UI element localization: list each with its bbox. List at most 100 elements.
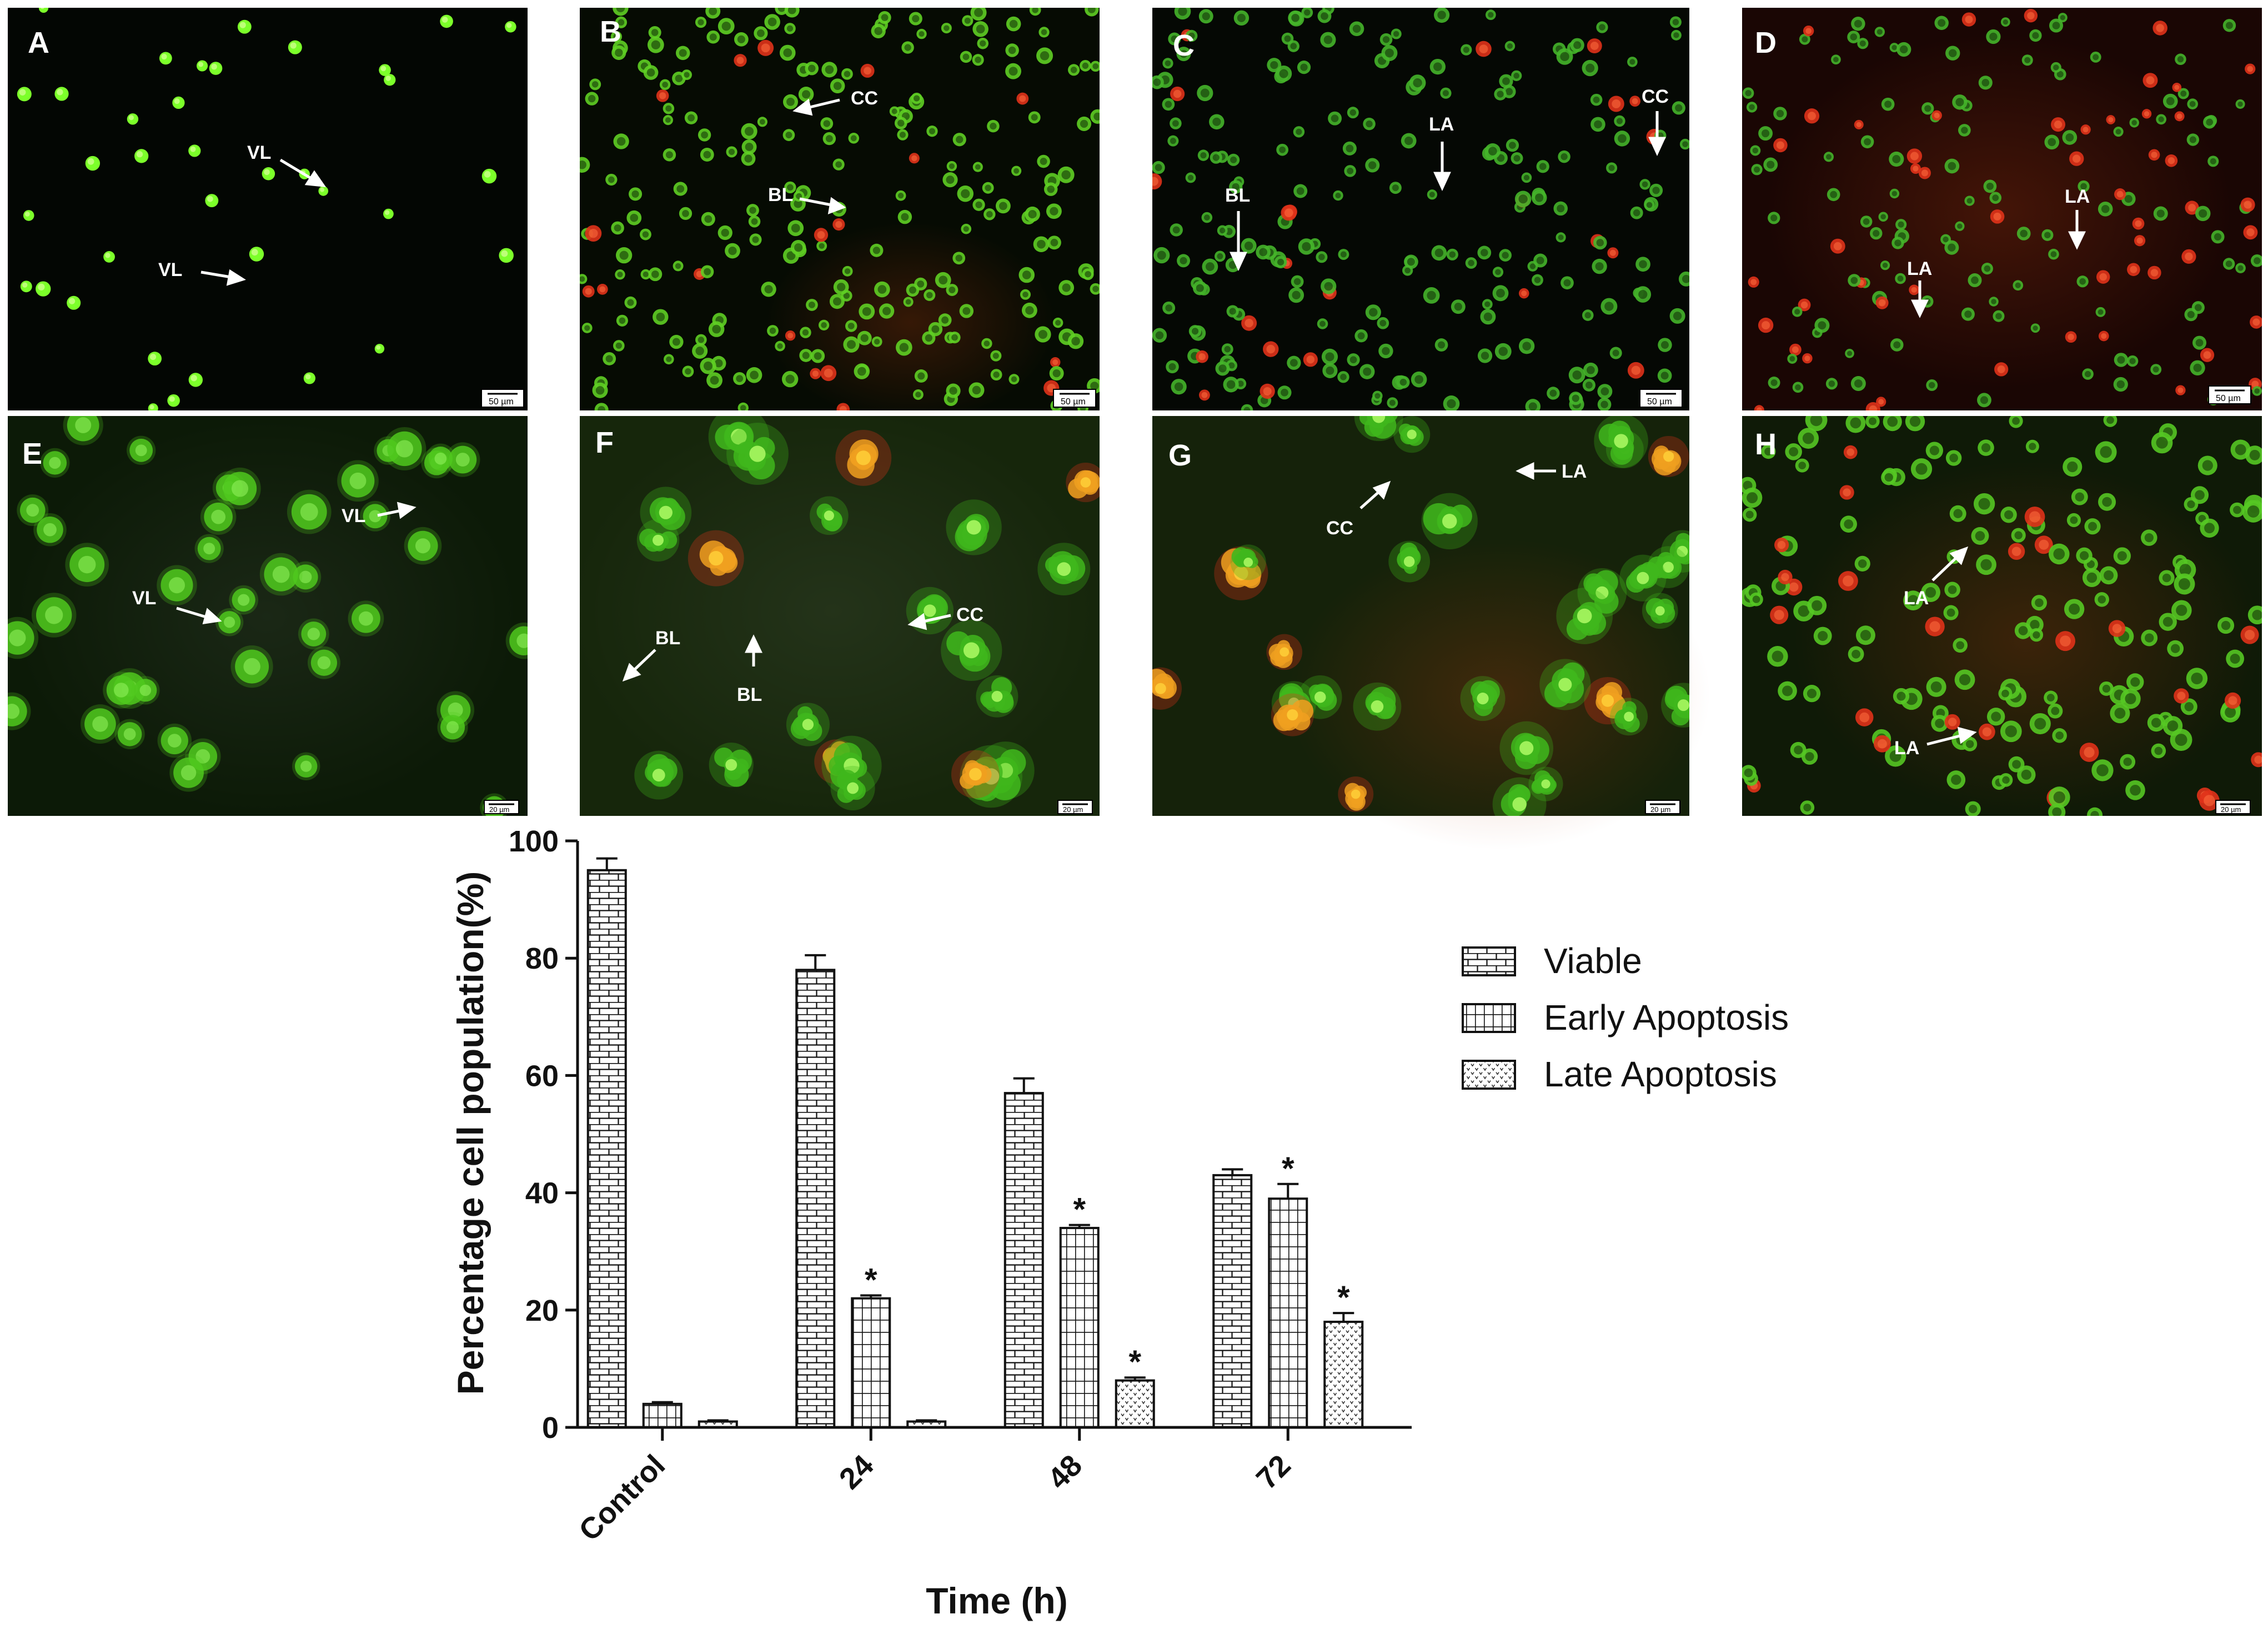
cell xyxy=(1365,158,1380,173)
cell xyxy=(148,403,158,410)
cell xyxy=(1397,375,1410,389)
cell xyxy=(2048,248,2059,260)
cell xyxy=(1971,527,1989,545)
cell xyxy=(2069,151,2084,166)
cell xyxy=(1754,405,1764,410)
cell xyxy=(700,148,714,162)
cell xyxy=(941,619,1002,681)
cell xyxy=(2199,790,2220,811)
cell xyxy=(1263,341,1279,357)
cell xyxy=(1973,493,1995,515)
cell xyxy=(1839,485,1854,500)
cell xyxy=(2078,180,2090,193)
cell xyxy=(611,45,626,60)
cell xyxy=(8,616,39,659)
cell xyxy=(1878,212,1888,222)
cell xyxy=(1750,145,1761,156)
cell xyxy=(909,153,920,164)
cell xyxy=(871,23,886,39)
cell xyxy=(36,281,51,297)
annotation-label: CC xyxy=(1642,86,1669,107)
cell xyxy=(610,31,623,43)
cell xyxy=(1241,404,1253,410)
cell xyxy=(1499,249,1512,262)
cell xyxy=(2250,315,2262,329)
cell xyxy=(2126,355,2139,367)
cell xyxy=(2129,118,2139,128)
cell xyxy=(1317,318,1328,329)
cell xyxy=(2050,62,2061,73)
cell xyxy=(605,173,618,186)
cell xyxy=(1672,101,1685,115)
cell xyxy=(580,157,590,173)
cell xyxy=(2159,570,2175,586)
significance-marker: * xyxy=(865,1262,877,1298)
cell xyxy=(229,585,259,615)
cell xyxy=(337,460,379,502)
cell xyxy=(1177,254,1191,268)
cell xyxy=(656,89,669,102)
cell xyxy=(615,247,633,264)
cell xyxy=(1748,276,1759,288)
cell xyxy=(798,87,814,102)
cell xyxy=(1047,235,1061,250)
cell xyxy=(23,210,34,221)
annotation-label: CC xyxy=(851,88,878,109)
cell xyxy=(1033,236,1050,253)
cell xyxy=(1931,715,1948,732)
cell xyxy=(1804,108,1820,124)
cell xyxy=(1035,326,1051,343)
cell xyxy=(1067,333,1084,349)
cell xyxy=(613,8,629,16)
cell xyxy=(874,281,890,298)
cell xyxy=(307,646,340,679)
cell xyxy=(688,530,744,587)
cell xyxy=(1359,364,1375,379)
cell xyxy=(782,94,799,109)
cell xyxy=(2095,307,2106,317)
cell xyxy=(761,282,776,297)
cell xyxy=(734,32,749,47)
cell xyxy=(1855,708,1874,726)
cell xyxy=(942,172,958,188)
cell xyxy=(1847,31,1860,44)
cell xyxy=(1889,151,1904,167)
x-tick-label: 24 xyxy=(833,1448,880,1496)
cell xyxy=(1785,578,1803,596)
error-bar xyxy=(1222,1168,1243,1175)
legend-swatch xyxy=(1462,946,1516,976)
cell xyxy=(1851,16,1865,31)
cell xyxy=(1830,238,1845,254)
cell xyxy=(903,297,914,307)
cell xyxy=(585,225,602,242)
cell xyxy=(1885,745,1906,767)
cell xyxy=(995,198,1011,214)
annotation-label: BL xyxy=(737,684,762,705)
error-bar xyxy=(1124,1376,1146,1381)
panel-cells xyxy=(634,416,1100,811)
cell xyxy=(1831,54,1841,65)
cell xyxy=(1333,190,1343,201)
cell xyxy=(1528,766,1563,801)
annotation-label: LA xyxy=(1907,258,1932,279)
cell xyxy=(1553,201,1568,216)
cell xyxy=(709,743,754,788)
error-bar xyxy=(916,1419,937,1422)
cell xyxy=(1910,163,1921,174)
cell xyxy=(787,220,804,237)
cell xyxy=(1629,96,1640,107)
cell xyxy=(2065,331,2077,343)
cell xyxy=(580,274,588,284)
cell xyxy=(1558,150,1570,163)
micrograph-panel-f: F CC BL BL 20 µm xyxy=(566,405,1100,816)
cell xyxy=(1944,240,1959,255)
scale-bar: 20 µm xyxy=(1057,800,1093,814)
cell xyxy=(1569,392,1583,405)
cell xyxy=(1952,94,1968,110)
cell xyxy=(1514,191,1532,208)
cell xyxy=(1354,416,1403,442)
cell xyxy=(2243,225,2258,240)
panel-letter: A xyxy=(28,26,49,59)
cell xyxy=(640,228,651,240)
scale-bar-label: 50 µm xyxy=(1647,397,1672,407)
